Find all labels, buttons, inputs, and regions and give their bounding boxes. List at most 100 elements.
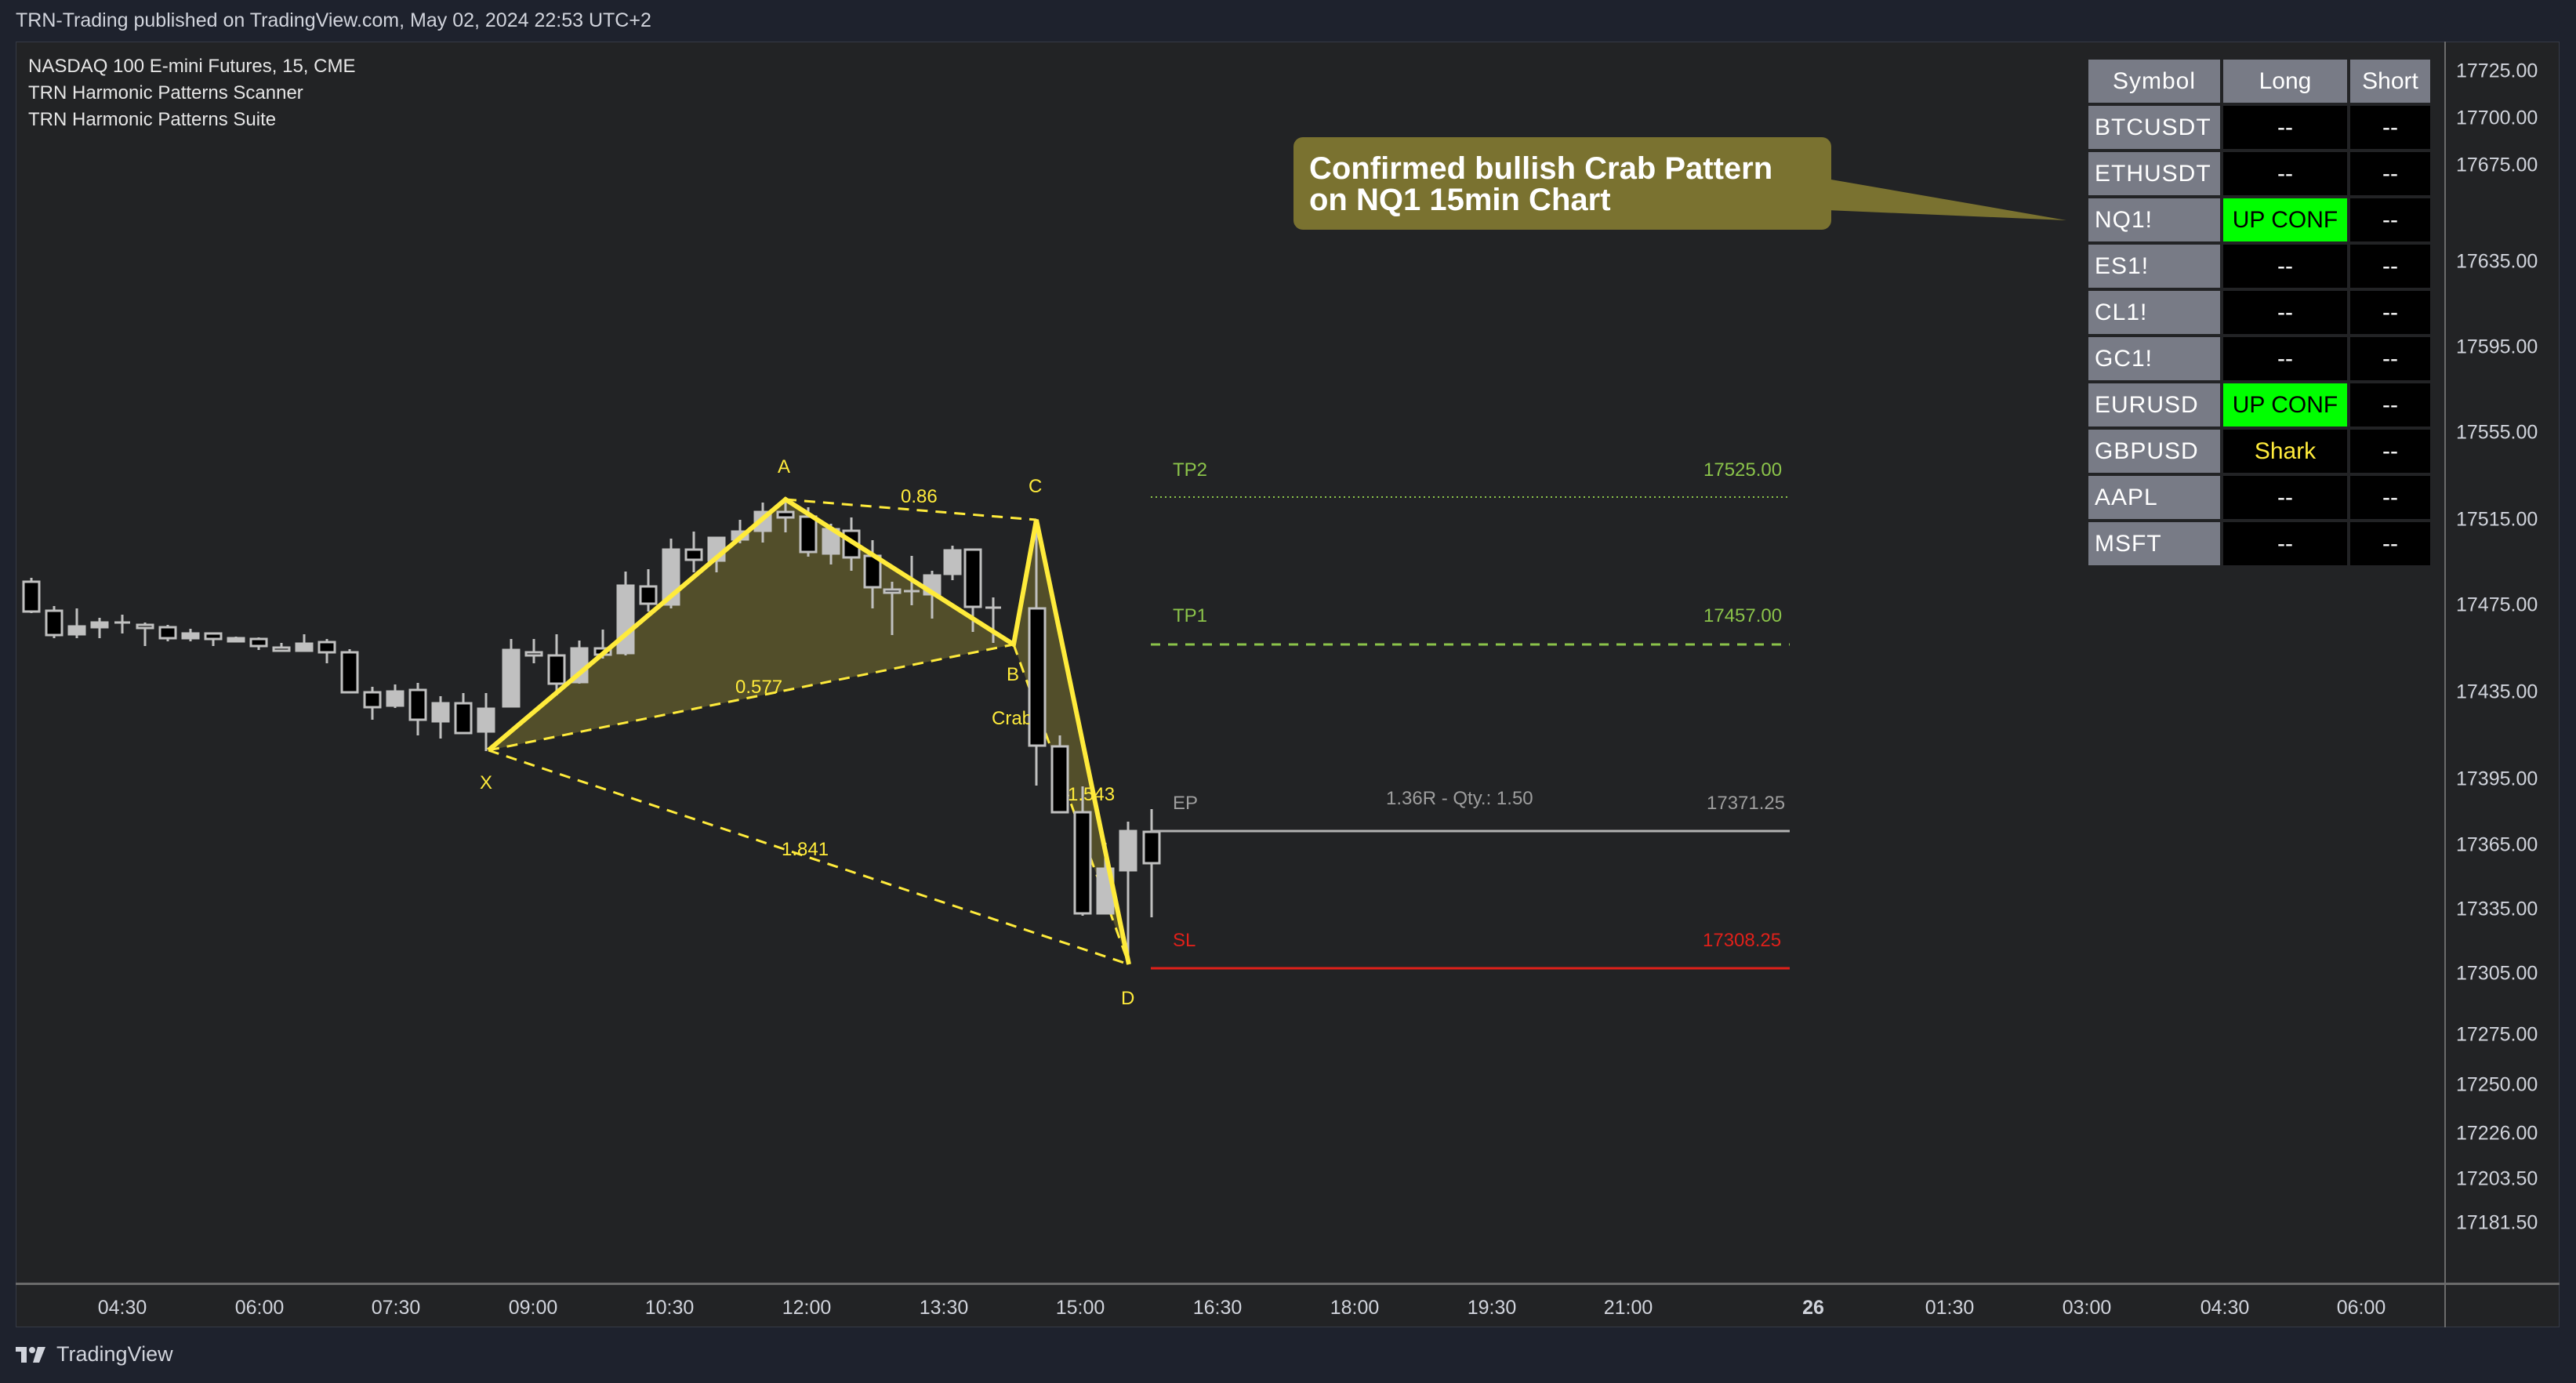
- scanner-row: MSFT -- --: [2088, 522, 2430, 565]
- scanner-row: ES1! -- --: [2088, 245, 2430, 288]
- sl-label: SL: [1173, 930, 1196, 951]
- time-label: 06:00: [2336, 1297, 2386, 1319]
- tradingview-logo[interactable]: TradingView: [16, 1342, 173, 1367]
- time-label: 10:30: [644, 1297, 695, 1319]
- point-b-label: B: [1007, 664, 1020, 685]
- tp1-label: TP1: [1173, 605, 1208, 626]
- time-label: 03:00: [2062, 1297, 2112, 1319]
- indicator-suite[interactable]: TRN Harmonic Patterns Suite: [28, 109, 277, 130]
- scanner-row: EURUSD UP CONF --: [2088, 383, 2430, 427]
- row-short: --: [2350, 152, 2430, 195]
- point-a-label: A: [778, 456, 791, 477]
- row-short: --: [2350, 337, 2430, 380]
- row-symbol: NQ1!: [2088, 198, 2220, 241]
- time-label: 09:00: [508, 1297, 558, 1319]
- row-symbol: GC1!: [2088, 337, 2220, 380]
- ratio-xd-label: 1.841: [782, 839, 829, 860]
- time-label: 21:00: [1603, 1297, 1653, 1319]
- callout-line-1: Confirmed bullish Crab Pattern: [1309, 151, 1773, 186]
- price-label: 17365.00: [2456, 833, 2538, 856]
- price-label: 17725.00: [2456, 60, 2538, 82]
- time-label: 04:30: [97, 1297, 147, 1319]
- row-symbol: CL1!: [2088, 291, 2220, 334]
- point-c-label: C: [1029, 476, 1043, 497]
- price-label: 17181.50: [2456, 1211, 2538, 1234]
- indicator-scanner[interactable]: TRN Harmonic Patterns Scanner: [28, 82, 303, 103]
- row-long: --: [2223, 522, 2347, 565]
- point-x-label: X: [480, 772, 493, 793]
- scanner-row: NQ1! UP CONF --: [2088, 198, 2430, 241]
- price-label: 17595.00: [2456, 336, 2538, 358]
- row-long: --: [2223, 152, 2347, 195]
- price-label: 17203.50: [2456, 1167, 2538, 1190]
- price-label: 17515.00: [2456, 508, 2538, 531]
- row-short: --: [2350, 430, 2430, 473]
- ratio-ac-label: 0.86: [901, 486, 938, 507]
- xab-fill: [488, 499, 1014, 750]
- row-long-signal: UP CONF: [2223, 198, 2347, 241]
- row-long-signal: Shark: [2223, 430, 2347, 473]
- chart-legend: NASDAQ 100 E-mini Futures, 15, CME TRN H…: [28, 53, 355, 133]
- row-short: --: [2350, 383, 2430, 427]
- scanner-row: GBPUSD Shark --: [2088, 430, 2430, 473]
- price-axis-divider[interactable]: [2444, 42, 2446, 1327]
- price-label: 17475.00: [2456, 593, 2538, 616]
- scanner-row: GC1! -- --: [2088, 337, 2430, 380]
- tradingview-icon: [16, 1346, 45, 1363]
- row-short: --: [2350, 522, 2430, 565]
- price-label: 17555.00: [2456, 421, 2538, 444]
- row-long: --: [2223, 106, 2347, 149]
- time-label: 19:30: [1467, 1297, 1517, 1319]
- price-label: 17635.00: [2456, 250, 2538, 273]
- ratio-xb-label: 0.577: [735, 677, 783, 698]
- price-label: 17700.00: [2456, 107, 2538, 129]
- header-short: Short: [2350, 60, 2430, 103]
- time-label: 15:00: [1055, 1297, 1105, 1319]
- row-symbol: ES1!: [2088, 245, 2220, 288]
- ep-value: 17371.25: [1707, 793, 1786, 814]
- scanner-table: Symbol Long Short BTCUSDT -- -- ETHUSDT …: [2085, 56, 2433, 568]
- symbol-title[interactable]: NASDAQ 100 E-mini Futures, 15, CME: [28, 56, 356, 77]
- row-short: --: [2350, 198, 2430, 241]
- row-short: --: [2350, 245, 2430, 288]
- time-label: 16:30: [1192, 1297, 1243, 1319]
- row-symbol: EURUSD: [2088, 383, 2220, 427]
- price-label: 17305.00: [2456, 962, 2538, 985]
- sl-value: 17308.25: [1703, 930, 1782, 951]
- price-label: 17395.00: [2456, 768, 2538, 790]
- scanner-header-row: Symbol Long Short: [2088, 60, 2430, 103]
- ep-label: EP: [1173, 793, 1199, 814]
- time-label: 04:30: [2200, 1297, 2250, 1319]
- row-symbol: MSFT: [2088, 522, 2220, 565]
- row-long: --: [2223, 337, 2347, 380]
- scanner-row: AAPL -- --: [2088, 476, 2430, 519]
- ep-info: 1.36R - Qty.: 1.50: [1386, 788, 1533, 809]
- price-label: 17275.00: [2456, 1023, 2538, 1046]
- row-symbol: BTCUSDT: [2088, 106, 2220, 149]
- row-long: --: [2223, 245, 2347, 288]
- price-label: 17226.00: [2456, 1122, 2538, 1145]
- time-label: 12:00: [782, 1297, 832, 1319]
- time-label: 18:00: [1330, 1297, 1380, 1319]
- price-label: 17675.00: [2456, 154, 2538, 176]
- row-symbol: ETHUSDT: [2088, 152, 2220, 195]
- publish-info: TRN-Trading published on TradingView.com…: [16, 9, 651, 31]
- price-label: 17435.00: [2456, 681, 2538, 703]
- row-symbol: GBPUSD: [2088, 430, 2220, 473]
- ratio-bd-label: 1.543: [1068, 784, 1116, 805]
- scanner-row: CL1! -- --: [2088, 291, 2430, 334]
- time-axis-divider[interactable]: [16, 1283, 2560, 1285]
- time-label: 07:30: [371, 1297, 421, 1319]
- row-long: --: [2223, 476, 2347, 519]
- callout-line-2: on NQ1 15min Chart: [1309, 183, 1611, 217]
- row-short: --: [2350, 106, 2430, 149]
- point-d-label: D: [1121, 988, 1135, 1009]
- row-symbol: AAPL: [2088, 476, 2220, 519]
- pattern-callout: Confirmed bullish Crab Pattern on NQ1 15…: [1293, 137, 1831, 230]
- header-long: Long: [2223, 60, 2347, 103]
- time-label: 13:30: [919, 1297, 969, 1319]
- pattern-name-label: Crab: [992, 708, 1029, 729]
- tp2-value: 17525.00: [1703, 459, 1783, 481]
- row-short: --: [2350, 476, 2430, 519]
